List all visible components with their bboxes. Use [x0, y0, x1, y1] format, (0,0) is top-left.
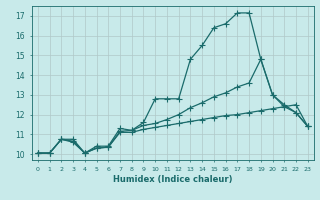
X-axis label: Humidex (Indice chaleur): Humidex (Indice chaleur): [113, 175, 233, 184]
